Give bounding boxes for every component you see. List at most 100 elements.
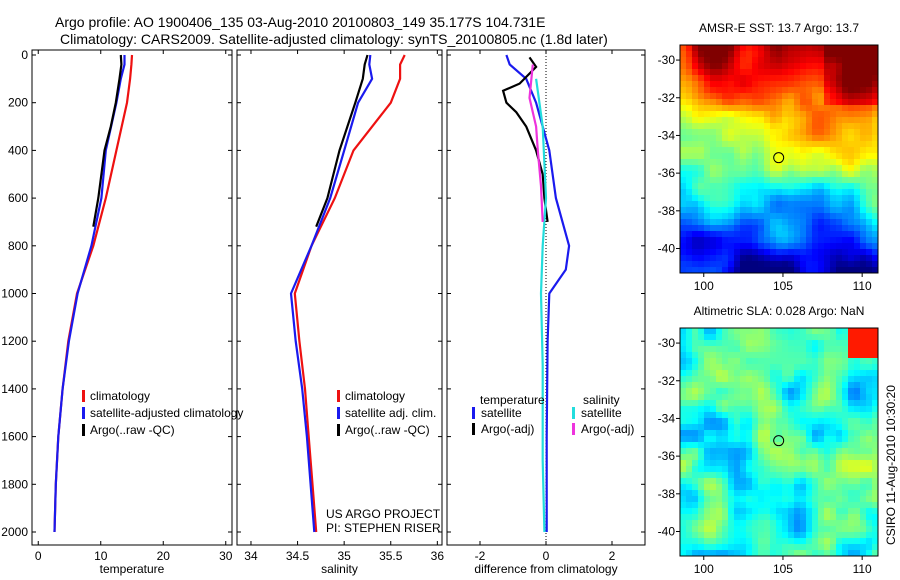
heatmap-cell xyxy=(866,237,872,243)
heatmap-cell xyxy=(764,207,770,213)
heatmap-cell xyxy=(788,51,794,57)
heatmap-cell xyxy=(776,219,782,225)
heatmap-cell xyxy=(740,135,746,141)
heatmap-cell xyxy=(794,496,800,502)
heatmap-cell xyxy=(710,460,716,466)
heatmap-cell xyxy=(842,526,848,532)
heatmap-cell xyxy=(704,334,710,340)
heatmap-cell xyxy=(722,123,728,129)
heatmap-cell xyxy=(680,189,686,195)
heatmap-cell xyxy=(758,57,764,63)
heatmap-cell xyxy=(752,243,758,249)
heatmap-cell xyxy=(818,328,824,334)
heatmap-cell xyxy=(746,472,752,478)
heatmap-cell xyxy=(872,352,878,358)
heatmap-cell xyxy=(824,436,830,442)
heatmap-cell xyxy=(692,123,698,129)
heatmap-cell xyxy=(698,484,704,490)
heatmap-cell xyxy=(836,63,842,69)
heatmap-cell xyxy=(740,261,746,267)
heatmap-cell xyxy=(854,328,860,334)
heatmap-cell xyxy=(842,334,848,340)
heatmap-cell xyxy=(746,340,752,346)
heatmap-cell xyxy=(758,514,764,520)
heatmap-cell xyxy=(800,51,806,57)
heatmap-cell xyxy=(782,346,788,352)
heatmap-cell xyxy=(740,436,746,442)
heatmap-cell xyxy=(752,478,758,484)
heatmap-cell xyxy=(698,165,704,171)
heatmap-cell xyxy=(812,508,818,514)
heatmap-cell xyxy=(698,478,704,484)
heatmap-cell xyxy=(836,496,842,502)
heatmap-cell xyxy=(716,442,722,448)
heatmap-cell xyxy=(842,141,848,147)
heatmap-cell xyxy=(800,376,806,382)
heatmap-cell xyxy=(824,454,830,460)
heatmap-cell xyxy=(686,454,692,460)
heatmap-cell xyxy=(746,394,752,400)
heatmap-cell xyxy=(716,129,722,135)
heatmap-cell xyxy=(866,255,872,261)
heatmap-cell xyxy=(704,147,710,153)
heatmap-cell xyxy=(752,448,758,454)
heatmap-cell xyxy=(752,502,758,508)
heatmap-cell xyxy=(752,111,758,117)
heatmap-cell xyxy=(860,201,866,207)
heatmap-cell xyxy=(710,544,716,550)
heatmap-cell xyxy=(848,538,854,544)
heatmap-cell xyxy=(812,532,818,538)
heatmap-cell xyxy=(692,231,698,237)
heatmap-cell xyxy=(710,195,716,201)
heatmap-cell xyxy=(770,508,776,514)
heatmap-cell xyxy=(776,358,782,364)
heatmap-cell xyxy=(680,526,686,532)
heatmap-cell xyxy=(848,430,854,436)
heatmap-cell xyxy=(806,153,812,159)
heatmap-cell xyxy=(794,328,800,334)
heatmap-cell xyxy=(698,111,704,117)
heatmap-cell xyxy=(788,63,794,69)
heatmap-cell xyxy=(806,454,812,460)
heatmap-cell xyxy=(788,93,794,99)
heatmap-cell xyxy=(740,358,746,364)
heatmap-cell xyxy=(728,165,734,171)
heatmap-cell xyxy=(782,532,788,538)
heatmap-cell xyxy=(716,466,722,472)
heatmap-cell xyxy=(770,412,776,418)
heatmap-cell xyxy=(680,520,686,526)
heatmap-cell xyxy=(854,454,860,460)
heatmap-cell xyxy=(770,135,776,141)
figure-title-line2: Climatology: CARS2009. Satellite-adjuste… xyxy=(60,31,608,47)
heatmap-cell xyxy=(728,370,734,376)
heatmap-cell xyxy=(782,249,788,255)
heatmap-cell xyxy=(734,436,740,442)
heatmap-cell xyxy=(746,364,752,370)
heatmap-cell xyxy=(680,231,686,237)
heatmap-cell xyxy=(692,195,698,201)
heatmap-cell xyxy=(866,165,872,171)
heatmap-cell xyxy=(782,231,788,237)
heatmap-cell xyxy=(704,105,710,111)
heatmap-cell xyxy=(848,117,854,123)
heatmap-cell xyxy=(794,430,800,436)
heatmap-cell xyxy=(722,69,728,75)
heatmap-cell xyxy=(824,502,830,508)
heatmap-cell xyxy=(728,412,734,418)
heatmap-cell xyxy=(746,544,752,550)
heatmap-cell xyxy=(842,165,848,171)
heatmap-cell xyxy=(722,159,728,165)
heatmap-cell xyxy=(806,520,812,526)
heatmap-cell xyxy=(764,448,770,454)
heatmap-cell xyxy=(866,490,872,496)
heatmap-cell xyxy=(722,358,728,364)
heatmap-cell xyxy=(752,45,758,51)
heatmap-cell xyxy=(764,105,770,111)
heatmap-cell xyxy=(704,207,710,213)
heatmap-cell xyxy=(770,129,776,135)
heatmap-cell xyxy=(830,346,836,352)
heatmap-cell xyxy=(830,105,836,111)
heatmap-cell xyxy=(788,165,794,171)
heatmap-cell xyxy=(866,171,872,177)
